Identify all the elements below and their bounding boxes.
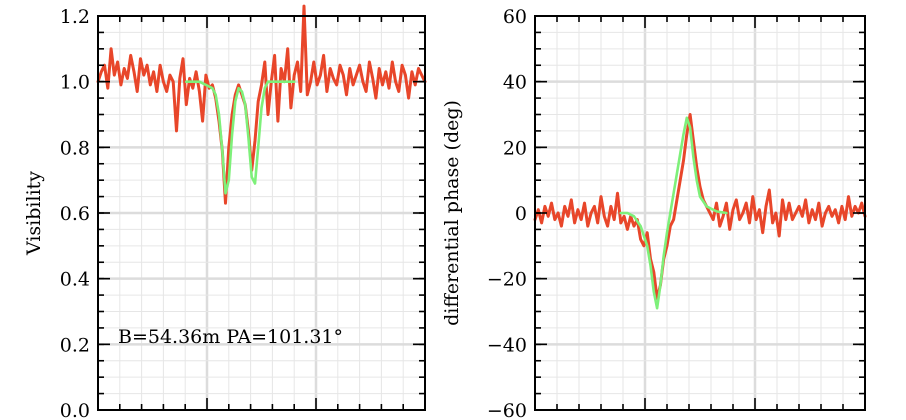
y-tick-label: 0.2 <box>60 334 90 356</box>
visibility-series-model <box>185 80 296 195</box>
y-tick-label: 1.0 <box>60 72 90 94</box>
phase-series-observed <box>533 113 867 300</box>
y-tick-label: 40 <box>503 72 527 94</box>
y-tick-label: 20 <box>503 137 527 159</box>
y-tick-label: 60 <box>503 6 527 28</box>
phase-series-model <box>619 116 728 310</box>
y-tick-label: −20 <box>487 269 527 291</box>
phase-y-axis-label: differential phase (deg) <box>441 100 463 326</box>
y-tick-label: 1.2 <box>60 6 90 28</box>
y-tick-label: 0.4 <box>60 269 90 291</box>
differential-phase-panel: −60 −40 −20 0 20 40 60 differential phase (deg) <box>441 6 867 420</box>
y-tick-label: −40 <box>487 334 527 356</box>
y-tick-label: 0 <box>515 203 527 225</box>
y-tick-label: 0.6 <box>60 203 90 225</box>
y-tick-label: 0.8 <box>60 137 90 159</box>
visibility-series-observed <box>96 4 427 205</box>
baseline-annotation: B=54.36m PA=101.31° <box>118 326 343 348</box>
visibility-panel: 0.0 0.2 0.4 0.6 0.8 1.0 1.2 Visibility B=54.36m … <box>23 4 427 420</box>
visibility-y-axis-label: Visibility <box>23 171 45 256</box>
y-tick-label: 0.0 <box>60 400 90 420</box>
y-tick-label: −60 <box>487 400 527 420</box>
